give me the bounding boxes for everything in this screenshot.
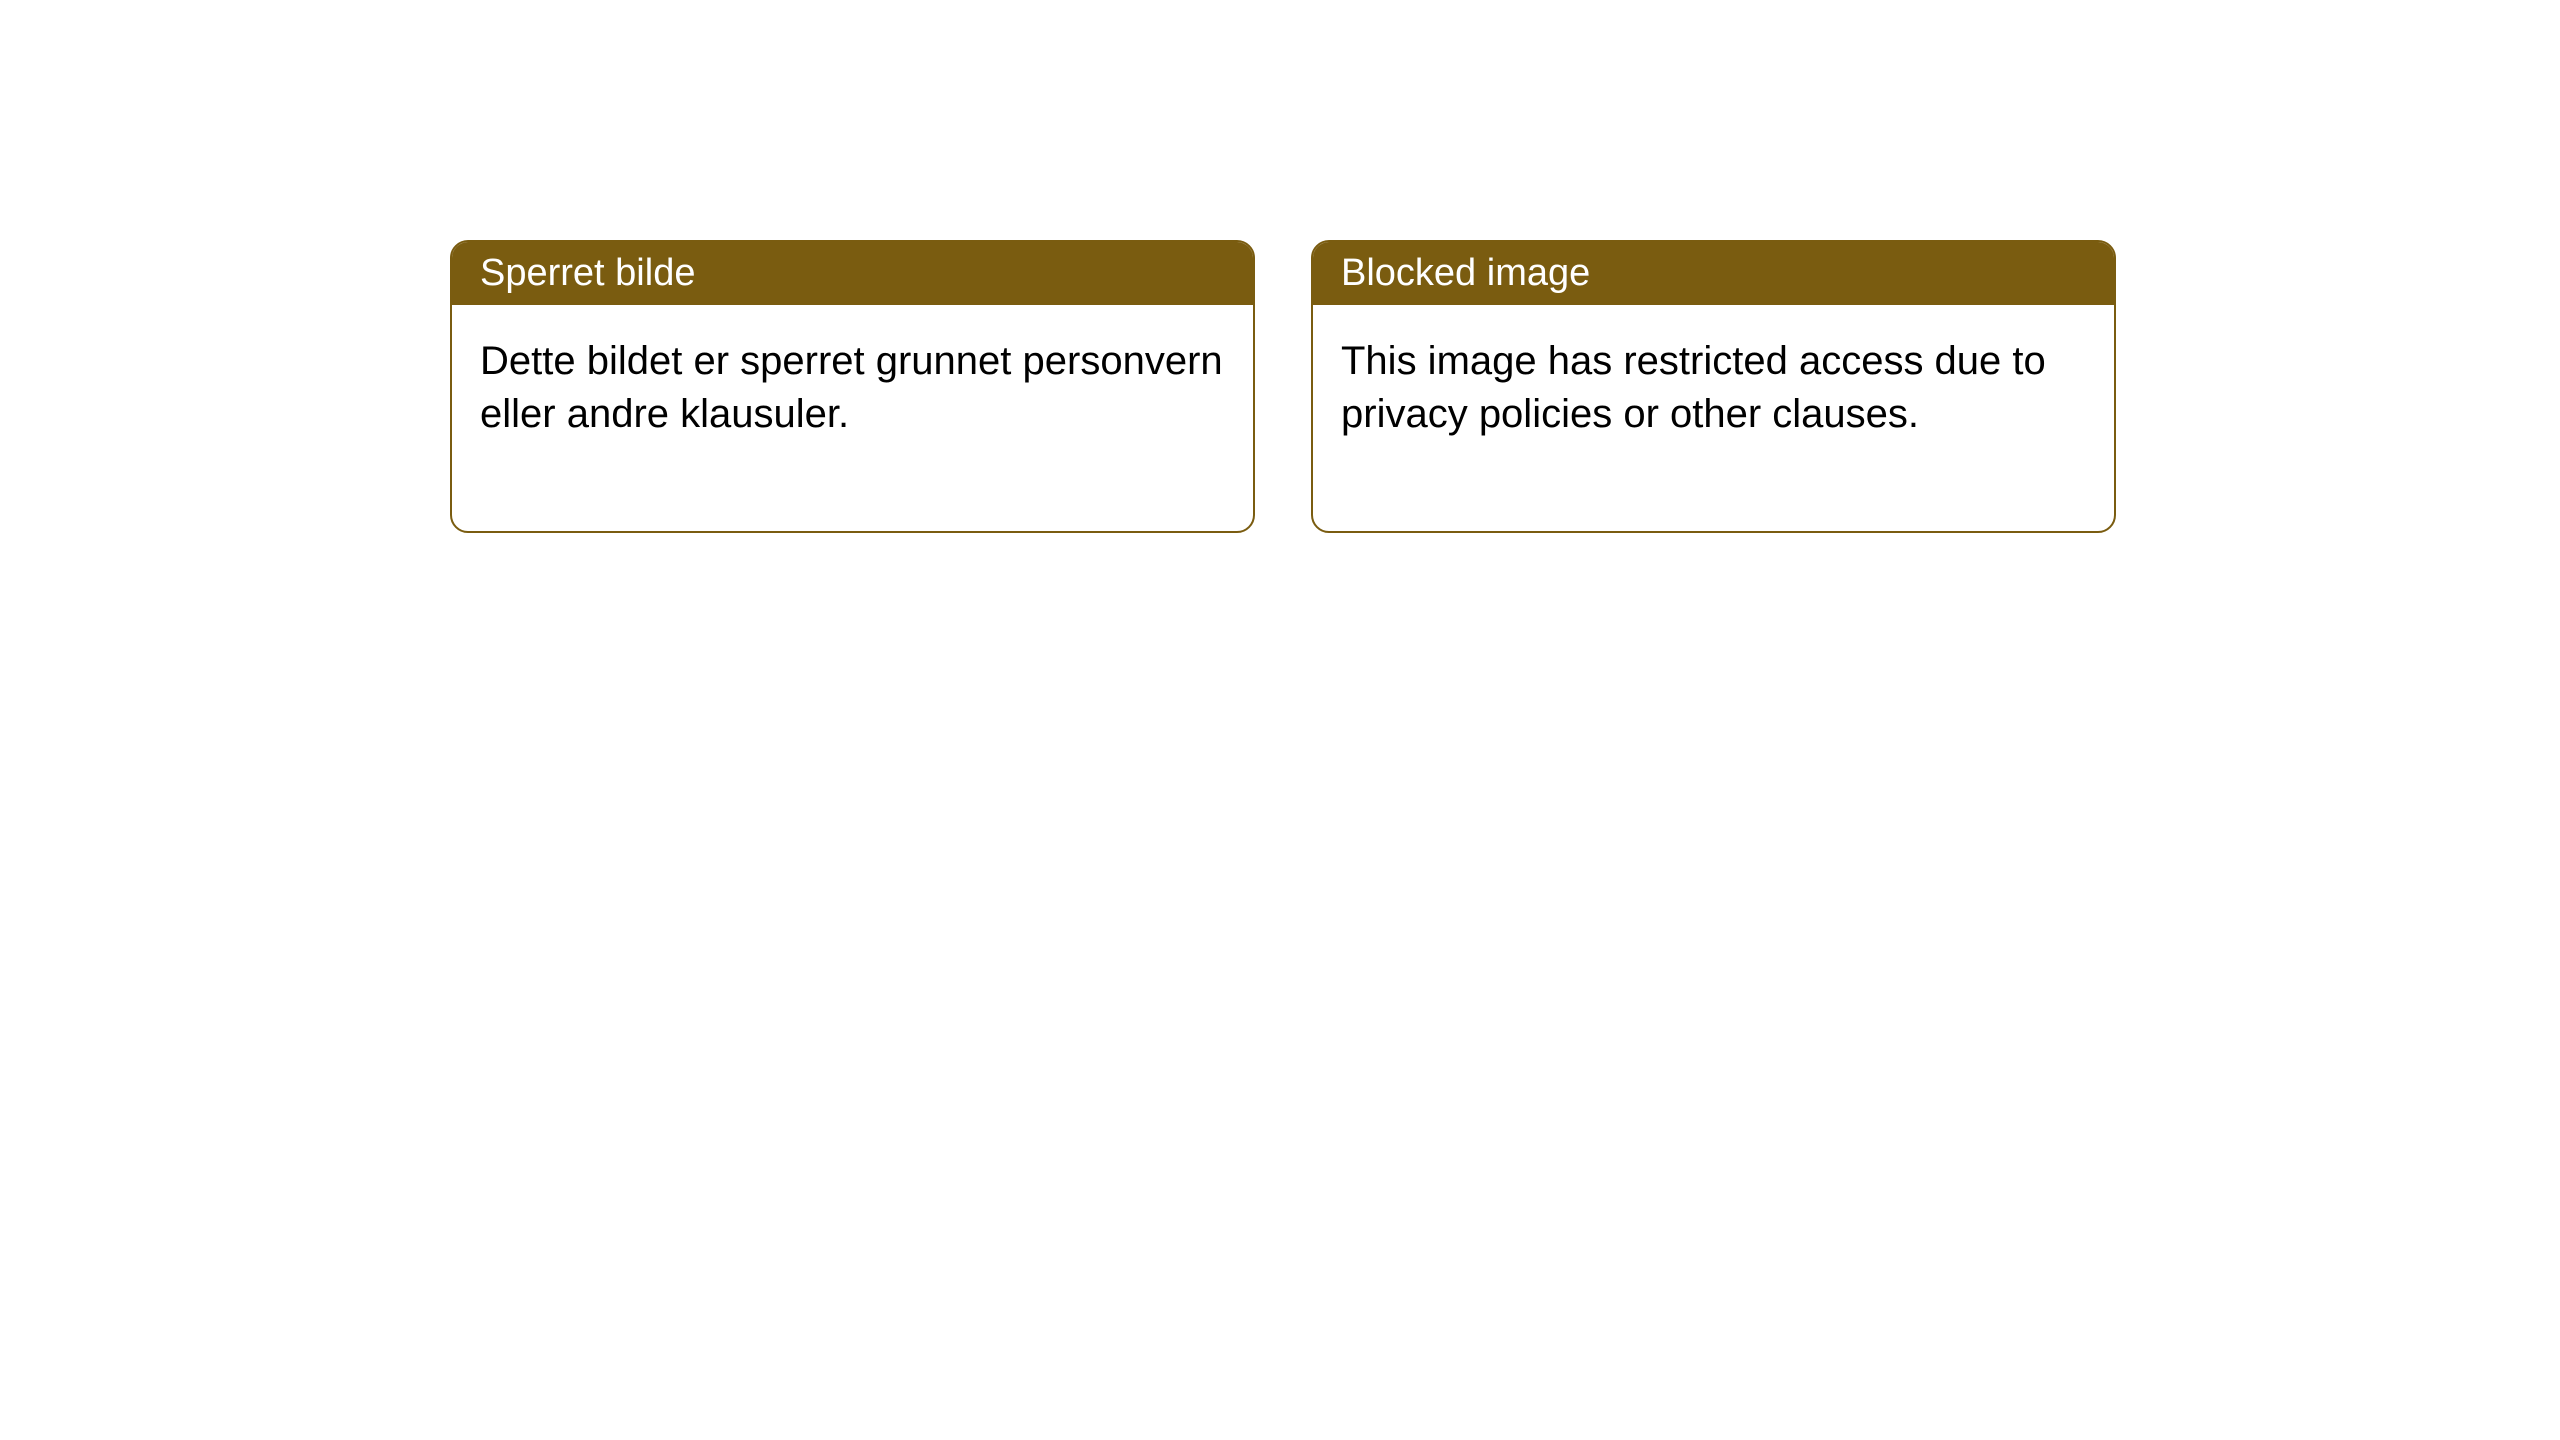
card-container: Sperret bilde Dette bildet er sperret gr… xyxy=(0,0,2560,533)
card-message: Dette bildet er sperret grunnet personve… xyxy=(480,339,1223,436)
card-header: Sperret bilde xyxy=(452,242,1253,305)
card-title: Sperret bilde xyxy=(480,252,695,294)
blocked-image-card-no: Sperret bilde Dette bildet er sperret gr… xyxy=(450,240,1255,533)
card-message: This image has restricted access due to … xyxy=(1341,339,2046,436)
card-body: This image has restricted access due to … xyxy=(1313,305,2114,531)
card-header: Blocked image xyxy=(1313,242,2114,305)
card-title: Blocked image xyxy=(1341,252,1590,294)
card-body: Dette bildet er sperret grunnet personve… xyxy=(452,305,1253,531)
blocked-image-card-en: Blocked image This image has restricted … xyxy=(1311,240,2116,533)
